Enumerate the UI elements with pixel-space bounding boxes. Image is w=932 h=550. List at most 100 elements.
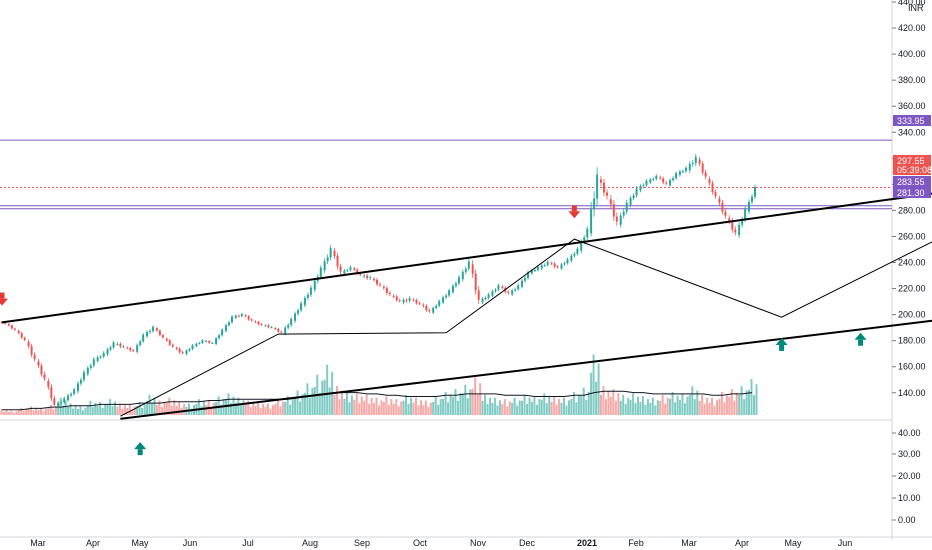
candle-body — [313, 280, 316, 290]
volume-layer — [0, 354, 758, 415]
candle-body — [146, 332, 149, 337]
candle-body — [267, 325, 270, 328]
volume-bar — [713, 405, 716, 415]
candle-body — [471, 264, 474, 274]
candle-body — [570, 255, 573, 261]
volume-bar — [691, 386, 694, 415]
candle-body — [79, 379, 82, 384]
candle-body — [181, 352, 184, 354]
volume-bar — [585, 399, 588, 415]
volume-bar — [94, 402, 97, 415]
volume-bar — [91, 407, 94, 415]
volume-bar — [101, 407, 104, 415]
down-arrow-icon[interactable] — [0, 292, 8, 306]
channel-upper-line[interactable] — [1, 101, 932, 324]
candle-body — [297, 310, 300, 314]
price-axis[interactable]: 440.00420.00400.00380.00360.00340.00320.… — [892, 0, 926, 525]
volume-bar — [15, 411, 18, 415]
volume-bar — [402, 400, 405, 415]
volume-bar — [654, 405, 657, 415]
volume-bar — [617, 392, 620, 415]
candle-body — [240, 313, 243, 317]
volume-bar — [614, 400, 617, 415]
volume-bar — [96, 405, 99, 415]
volume-bar — [205, 404, 208, 415]
volume-bar — [294, 397, 297, 415]
up-arrow-icon[interactable] — [854, 332, 867, 346]
price-tick-label: 360.00 — [898, 101, 926, 111]
candle-body — [583, 237, 586, 242]
candle-body — [511, 290, 514, 295]
candle-body — [136, 345, 139, 352]
candle-body — [681, 171, 684, 173]
volume-bar — [703, 403, 706, 415]
candle-body — [205, 341, 208, 343]
volume-bar — [380, 400, 383, 415]
volume-bar — [126, 407, 129, 415]
up-arrow-icon[interactable] — [134, 442, 147, 456]
volume-bar — [693, 399, 696, 415]
volume-bar — [417, 405, 420, 415]
price-tick-label: 280.00 — [898, 205, 926, 215]
candle-body — [573, 253, 576, 256]
volume-bar — [10, 410, 13, 415]
volume-bar — [479, 383, 482, 415]
volume-tick-label: 40.00 — [898, 428, 921, 438]
candle-body — [448, 290, 451, 296]
zigzag-pattern-line[interactable] — [120, 144, 932, 417]
trendline-drawings[interactable] — [1, 101, 932, 420]
candle-body — [208, 341, 211, 343]
volume-bar — [358, 403, 361, 415]
volume-bar — [604, 399, 607, 415]
volume-bar — [683, 403, 686, 415]
up-arrow-icon[interactable] — [775, 337, 788, 351]
volume-bar — [414, 397, 417, 415]
candle-body — [599, 179, 602, 183]
channel-lower-line[interactable] — [120, 236, 932, 420]
down-arrow-icon[interactable] — [568, 205, 581, 219]
volume-bar — [168, 397, 171, 415]
candle-body — [346, 270, 349, 272]
candle-body — [553, 263, 556, 267]
candle-body — [171, 344, 174, 347]
volume-bar — [599, 394, 602, 415]
price-tick-label: 340.00 — [898, 127, 926, 137]
volume-bar — [496, 405, 499, 415]
volume-bar — [237, 397, 240, 415]
volume-bar — [449, 395, 452, 415]
signal-arrows[interactable] — [0, 106, 932, 456]
volume-bar — [387, 404, 390, 415]
volume-bar — [641, 396, 644, 415]
time-axis[interactable]: Mar Apr May Jun Jul Aug Sep Oct Nov Dec 2021 Feb Mar… — [30, 538, 852, 548]
volume-bar — [313, 386, 316, 415]
volume-bar — [360, 396, 363, 415]
candle-body — [580, 241, 583, 251]
volume-bar — [451, 396, 454, 415]
candle-body — [33, 354, 36, 360]
volume-bar — [291, 399, 294, 415]
volume-bar — [138, 402, 141, 415]
candle-body — [635, 188, 638, 196]
candle-body — [99, 356, 102, 358]
volume-bar — [528, 397, 531, 415]
candle-body — [224, 325, 227, 331]
candle-body — [728, 218, 731, 222]
volume-bar — [481, 400, 484, 415]
time-tick-label: Mar — [681, 538, 697, 548]
volume-bar — [491, 402, 494, 415]
candle-body — [237, 315, 240, 317]
volume-bar — [545, 403, 548, 415]
volume-bar — [262, 403, 265, 415]
volume-bar — [513, 397, 516, 415]
candle-body — [201, 340, 204, 343]
volume-bar — [284, 401, 287, 415]
volume-bar — [521, 400, 524, 415]
candle-body — [711, 183, 714, 193]
candle-body — [70, 393, 73, 396]
volume-bar — [197, 399, 200, 415]
volume-bar — [555, 404, 558, 415]
volume-bar — [52, 409, 55, 415]
candle-body — [53, 398, 56, 405]
time-tick-label: Sep — [354, 538, 370, 548]
